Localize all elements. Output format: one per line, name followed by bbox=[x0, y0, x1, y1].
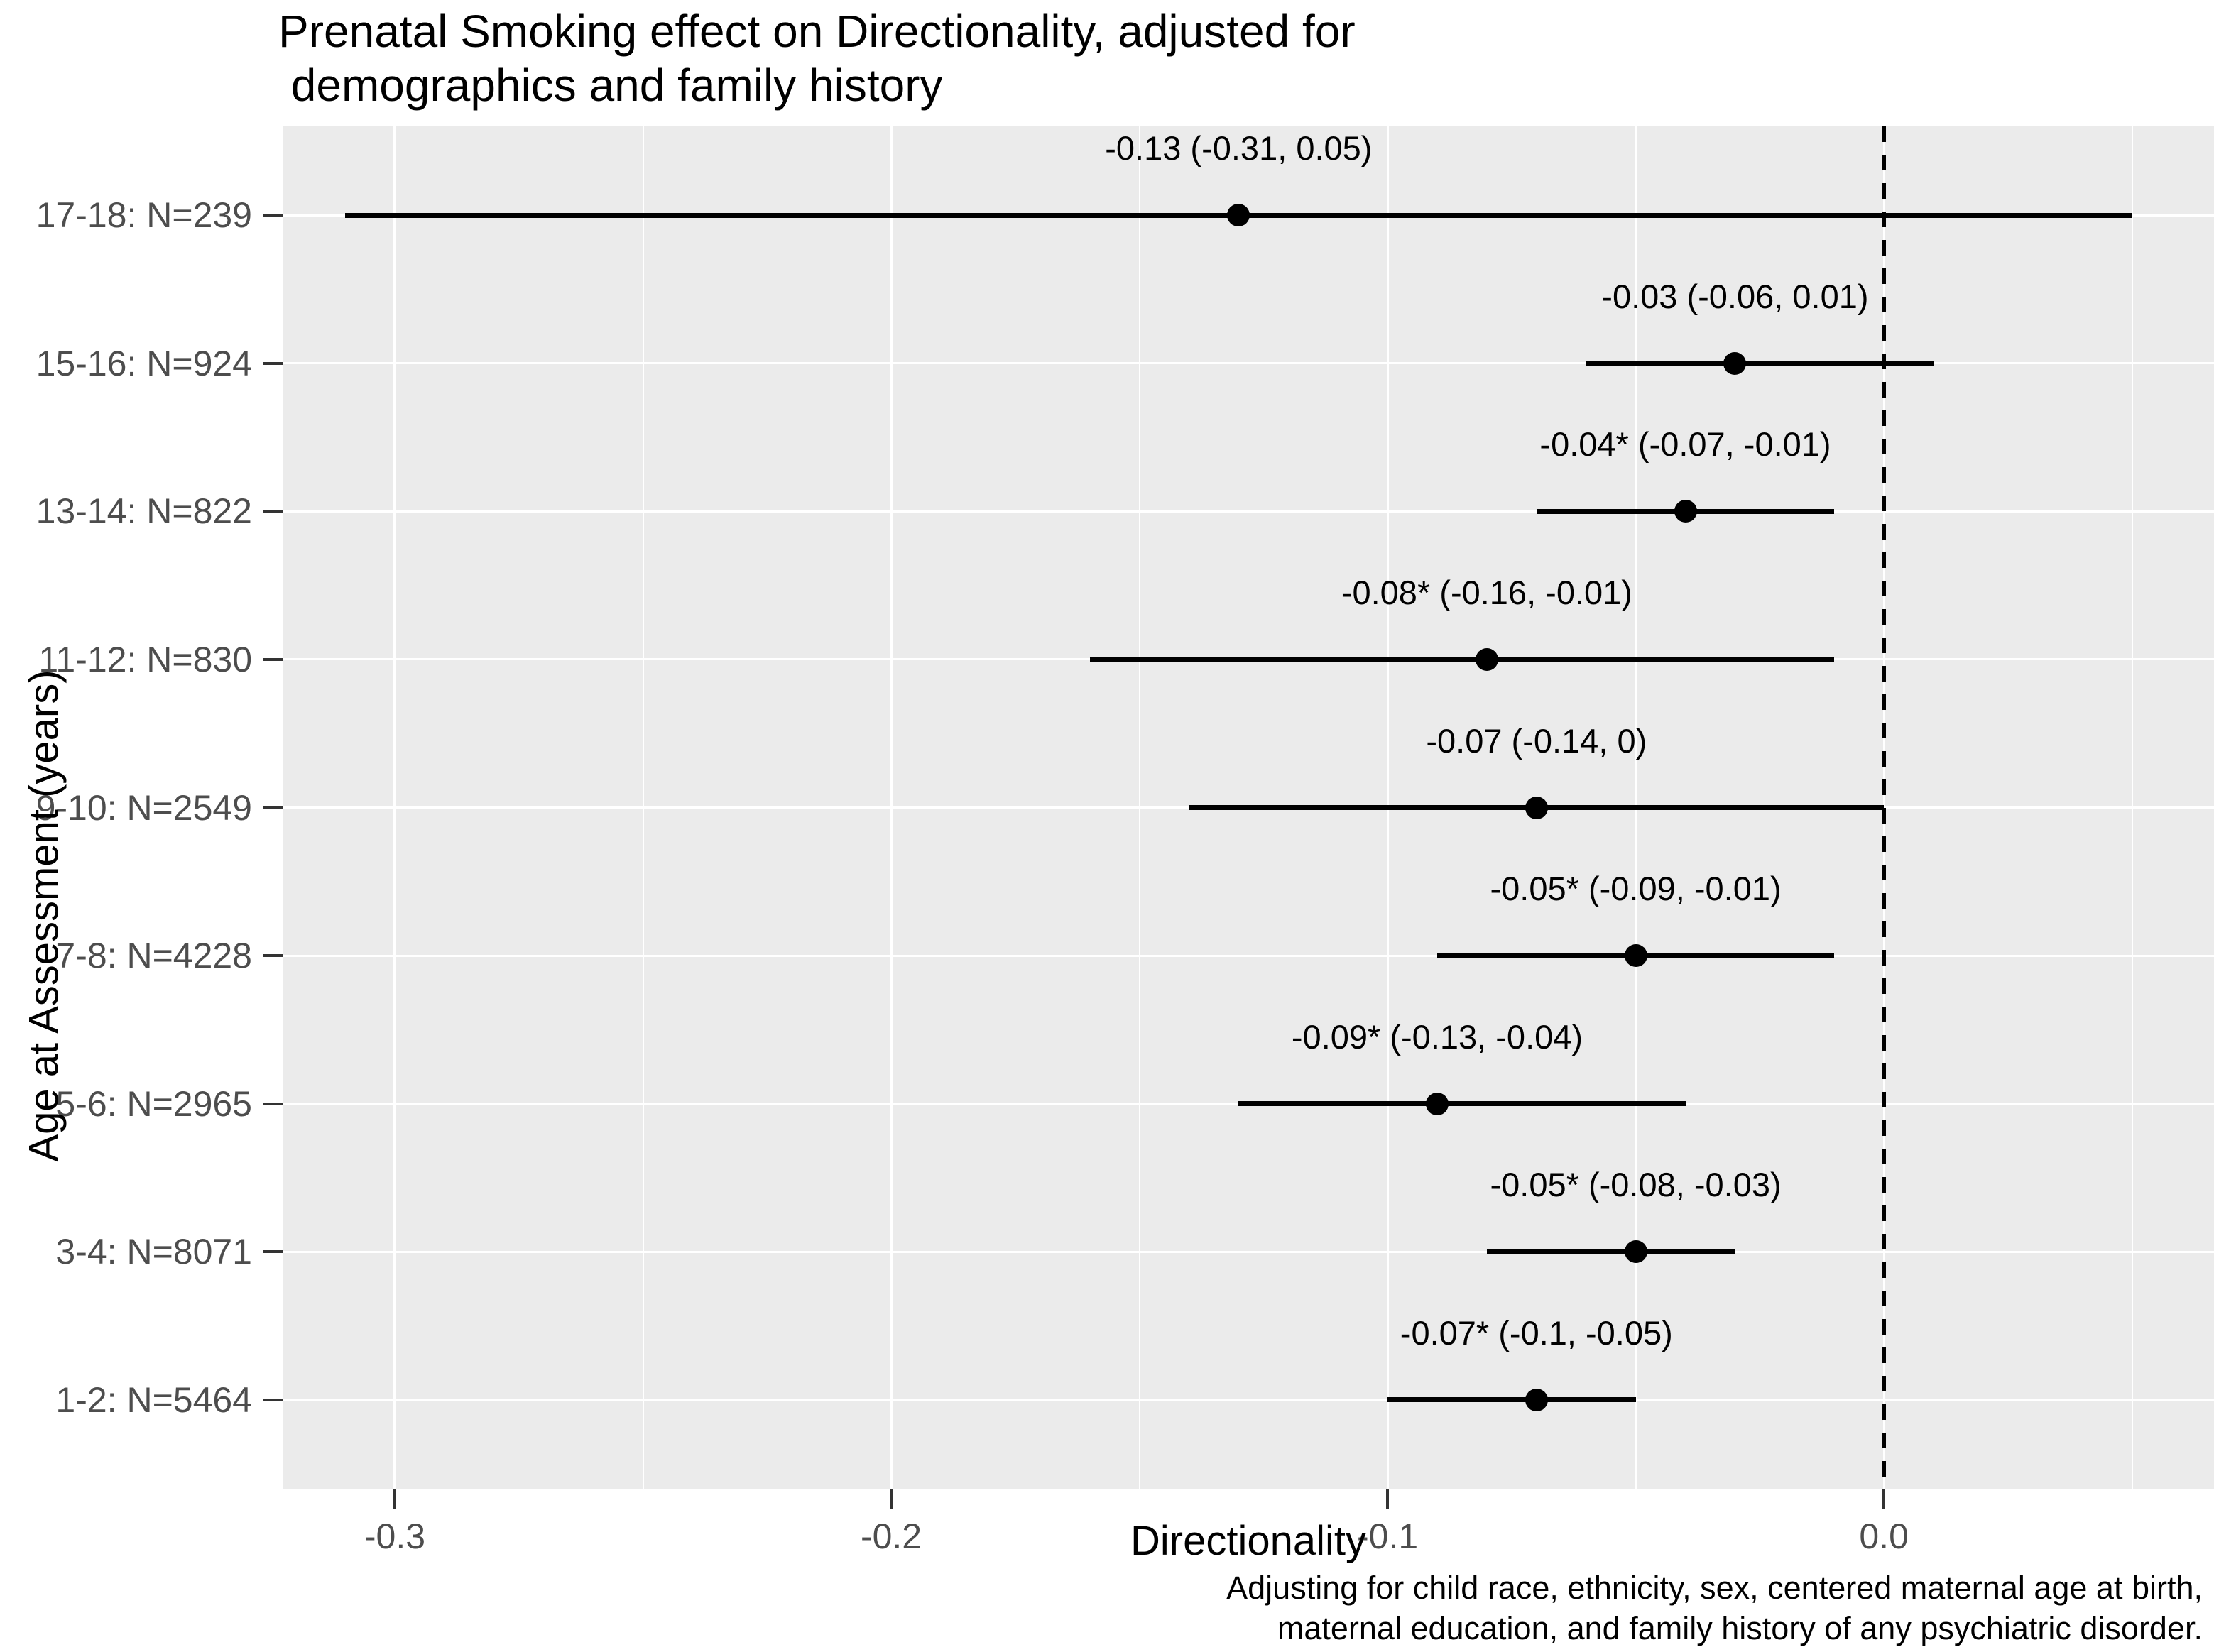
horizontal-gridline bbox=[283, 1399, 2214, 1401]
y-tick-label: 17-18: N=239 bbox=[36, 195, 252, 236]
y-tick-label: 5-6: N=2965 bbox=[55, 1083, 252, 1124]
y-tick-label: 3-4: N=8071 bbox=[55, 1232, 252, 1272]
x-tick-label: 0.0 bbox=[1859, 1516, 1909, 1556]
estimate-label: -0.04* (-0.07, -0.01) bbox=[1539, 425, 1831, 464]
y-axis-tick bbox=[263, 214, 283, 217]
horizontal-gridline bbox=[283, 1250, 2214, 1253]
x-tick-label: -0.1 bbox=[1356, 1516, 1419, 1556]
y-tick-label: 7-8: N=4228 bbox=[55, 936, 252, 976]
x-axis-tick bbox=[393, 1489, 396, 1509]
y-axis-tick bbox=[263, 361, 283, 365]
point-estimate bbox=[1624, 1240, 1647, 1264]
estimate-label: -0.05* (-0.08, -0.03) bbox=[1490, 1166, 1782, 1204]
point-estimate bbox=[1723, 351, 1747, 375]
chart-title: Prenatal Smoking effect on Directionalit… bbox=[278, 4, 1356, 112]
point-estimate bbox=[1227, 204, 1250, 227]
horizontal-gridline bbox=[283, 954, 2214, 957]
y-axis-tick bbox=[263, 806, 283, 809]
x-tick-label: -0.2 bbox=[860, 1516, 922, 1556]
zero-reference-line bbox=[1882, 126, 1886, 1489]
y-tick-label: 1-2: N=5464 bbox=[55, 1379, 252, 1420]
error-bar bbox=[1586, 361, 1934, 366]
chart-title-line-2: demographics and family history bbox=[278, 60, 943, 111]
x-axis-title: Directionality bbox=[1130, 1518, 1366, 1564]
estimate-label: -0.07 (-0.14, 0) bbox=[1426, 721, 1647, 760]
y-axis-tick bbox=[263, 510, 283, 513]
caption-line-2: maternal education, and family history o… bbox=[1277, 1610, 2203, 1646]
chart-title-line-1: Prenatal Smoking effect on Directionalit… bbox=[278, 6, 1356, 57]
y-axis-tick bbox=[263, 1398, 283, 1401]
y-tick-label: 11-12: N=830 bbox=[38, 639, 252, 679]
estimate-label: -0.05* (-0.09, -0.01) bbox=[1490, 870, 1782, 908]
plot-panel: -0.13 (-0.31, 0.05) -0.03 (-0.06, 0.01) -0… bbox=[283, 126, 2214, 1489]
y-axis-tick bbox=[263, 1102, 283, 1105]
caption: Adjusting for child race, ethnicity, sex… bbox=[1226, 1568, 2203, 1648]
point-estimate bbox=[1624, 944, 1647, 968]
estimate-label: -0.13 (-0.31, 0.05) bbox=[1105, 129, 1373, 168]
horizontal-gridline bbox=[283, 362, 2214, 365]
point-estimate bbox=[1475, 647, 1498, 671]
error-bar bbox=[1238, 1101, 1686, 1107]
error-bar bbox=[1089, 657, 1835, 662]
y-tick-label: 13-14: N=822 bbox=[36, 491, 252, 532]
y-axis-tick bbox=[263, 657, 283, 661]
x-tick-label: -0.3 bbox=[364, 1516, 426, 1556]
estimate-label: -0.07* (-0.1, -0.05) bbox=[1400, 1313, 1673, 1352]
x-axis-tick bbox=[1386, 1489, 1390, 1509]
point-estimate bbox=[1425, 1092, 1449, 1115]
y-axis-tick bbox=[263, 954, 283, 958]
estimate-label: -0.09* (-0.13, -0.04) bbox=[1291, 1017, 1583, 1056]
y-axis-title: Age at Assessment (years) bbox=[21, 669, 67, 1162]
estimate-label: -0.08* (-0.16, -0.01) bbox=[1341, 573, 1632, 611]
estimate-label: -0.03 (-0.06, 0.01) bbox=[1601, 277, 1869, 315]
y-tick-label: 15-16: N=924 bbox=[36, 343, 252, 383]
point-estimate bbox=[1674, 500, 1697, 523]
x-axis-tick bbox=[890, 1489, 893, 1509]
caption-line-1: Adjusting for child race, ethnicity, sex… bbox=[1226, 1570, 2203, 1606]
y-tick-label: 9-10: N=2549 bbox=[36, 787, 252, 828]
horizontal-gridline bbox=[283, 510, 2214, 513]
point-estimate bbox=[1525, 1388, 1548, 1411]
error-bar bbox=[1387, 1397, 1636, 1403]
y-axis-tick bbox=[263, 1250, 283, 1254]
point-estimate bbox=[1525, 796, 1548, 819]
x-axis-tick bbox=[1882, 1489, 1886, 1509]
error-bar bbox=[1486, 1249, 1735, 1254]
